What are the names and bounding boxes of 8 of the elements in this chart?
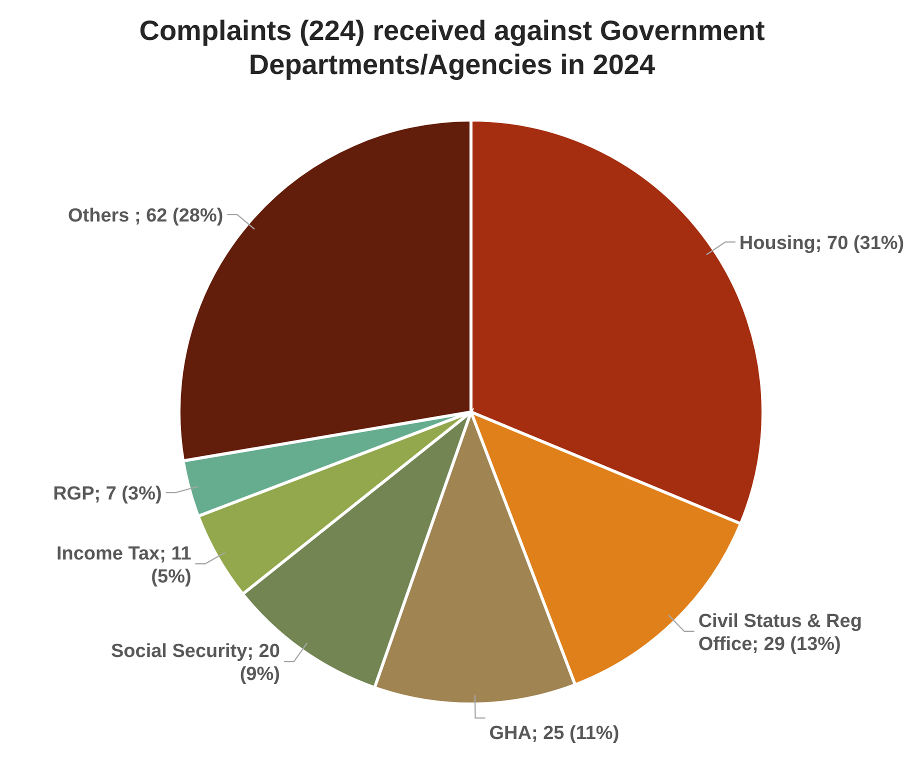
slice-label: Income Tax; 11 (5%) [56, 543, 192, 588]
slice-label: RGP; 7 (3%) [53, 484, 162, 505]
slice-label: Housing; 70 (31%) [739, 232, 904, 254]
chart-title: Complaints (224) received against Government Departments/Agencies in 2024 [139, 15, 765, 80]
slice-label: Civil Status & Reg Office; 29 (13%) [698, 610, 862, 655]
slice-label: Others ; 62 (28%) [68, 206, 224, 227]
slice-label: Social Security; 20 (9%) [110, 641, 280, 686]
slice-label: GHA; 25 (11%) [489, 722, 620, 744]
